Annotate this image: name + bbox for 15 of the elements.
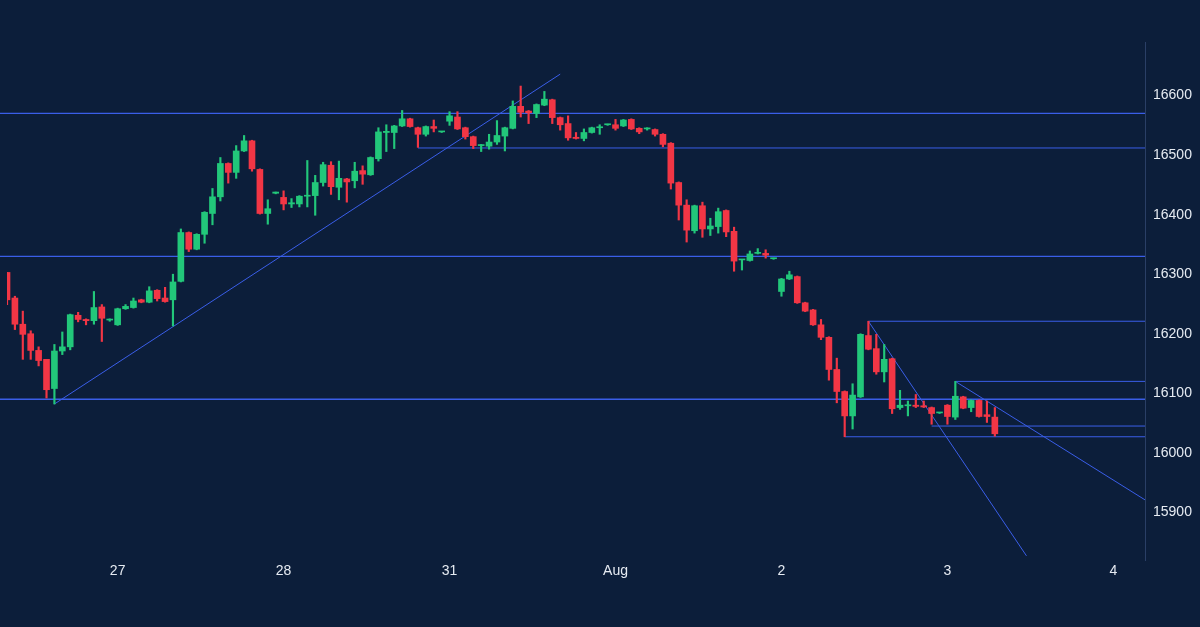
x-tick-label: Aug xyxy=(603,562,628,579)
x-tick-label: 27 xyxy=(109,562,126,579)
x-tick-label: 3 xyxy=(943,562,952,579)
x-tick-label: 2 xyxy=(777,562,786,579)
y-tick-label: 16600 xyxy=(1153,86,1193,103)
x-tick-label: 4 xyxy=(1109,562,1118,579)
x-tick-label: 28 xyxy=(275,562,292,579)
y-tick-label: 16300 xyxy=(1153,265,1193,282)
y-tick-label: 16500 xyxy=(1153,145,1193,162)
y-tick-label: 16000 xyxy=(1153,443,1193,460)
y-tick-label: 16200 xyxy=(1153,324,1193,341)
y-tick-label: 16100 xyxy=(1153,384,1193,401)
x-tick-label: 31 xyxy=(441,562,458,579)
y-tick-label: 15900 xyxy=(1153,503,1193,520)
y-tick-label: 16400 xyxy=(1153,205,1193,222)
